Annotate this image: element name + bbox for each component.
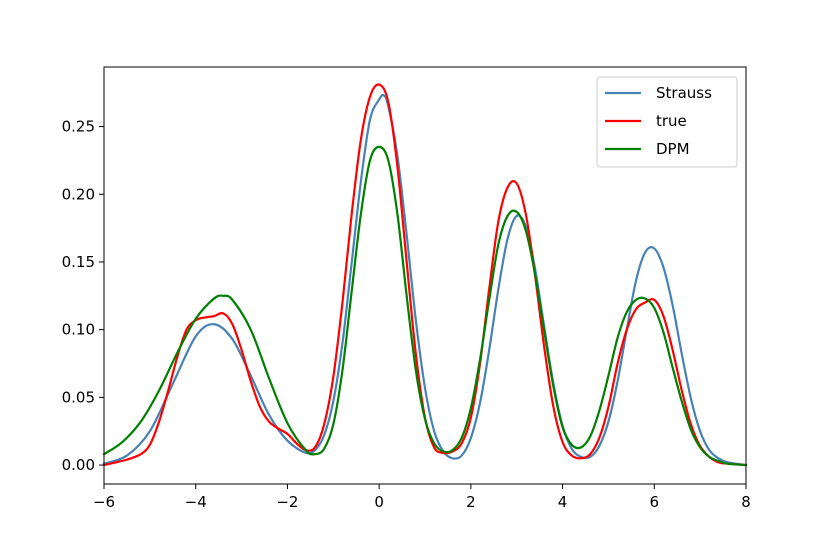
y-tick-label: 0.20 (62, 185, 95, 203)
series-line-dpm (102, 145, 748, 467)
legend-box (596, 76, 738, 168)
y-axis-ticks: 0.00 0.05 0.10 0.15 0.20 0.25 (62, 118, 104, 474)
x-tick-label: 8 (741, 493, 751, 511)
y-tick-label: 0.25 (62, 118, 95, 136)
axes-frame (103, 66, 747, 485)
x-axis-ticks: −6 −4 −2 0 2 4 6 8 (93, 484, 751, 511)
x-tick-label: 2 (466, 493, 476, 511)
y-tick-label: 0.00 (62, 456, 95, 474)
plot-area (102, 66, 748, 485)
x-tick-label: 4 (558, 493, 568, 511)
x-tick-label: −6 (93, 493, 115, 511)
x-tick-label: 6 (650, 493, 660, 511)
series-line-strauss (102, 93, 748, 467)
y-tick-label: 0.05 (62, 388, 95, 406)
x-tick-label: −4 (185, 493, 207, 511)
y-tick-label: 0.15 (62, 253, 95, 271)
legend-label-true: true (656, 112, 687, 130)
x-tick-label: −2 (276, 493, 298, 511)
y-tick-label: 0.10 (62, 321, 95, 339)
legend-label-dpm: DPM (656, 140, 690, 158)
legend-label-strauss: Strauss (656, 84, 712, 102)
series-layer (102, 83, 748, 467)
legend: Strauss true DPM (596, 76, 738, 168)
x-tick-label: 0 (374, 493, 384, 511)
